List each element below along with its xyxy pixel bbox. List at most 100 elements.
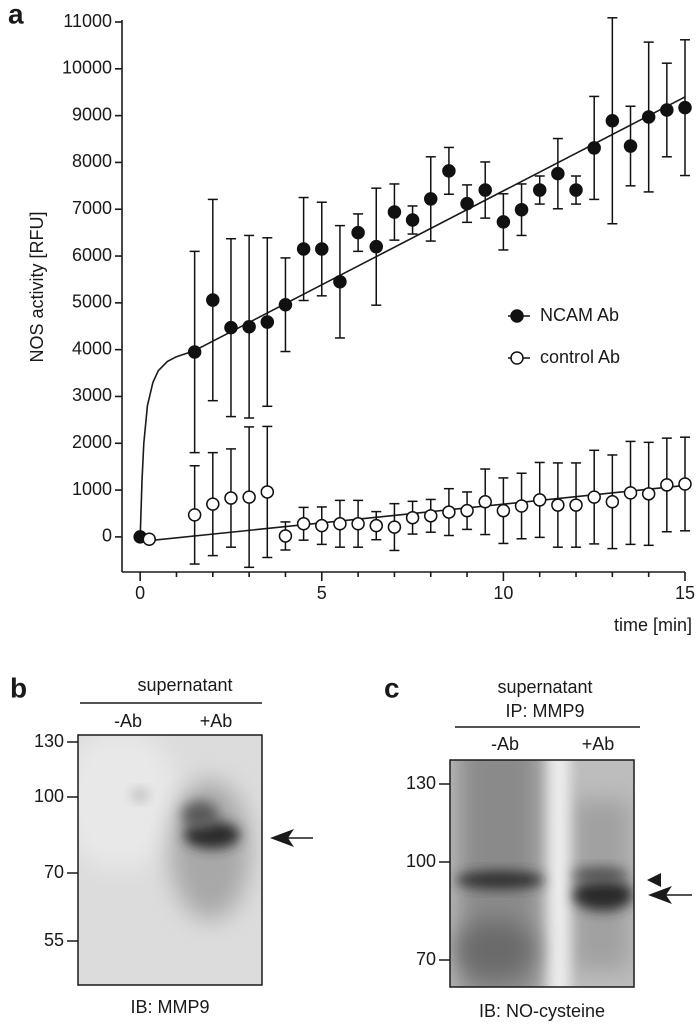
data-point [514,499,529,513]
panel-label: a [8,0,24,29]
marker-ticks [439,783,450,961]
x-tick-label: 15 [675,583,695,603]
data-point [142,532,156,546]
data-point [660,478,674,492]
data-point [206,293,220,307]
blot-frame [77,734,263,986]
data-point [296,242,311,256]
fit-line [139,96,686,537]
data-point [678,477,692,491]
y-tick-label: 5000 [72,292,112,312]
data-point [605,495,620,509]
y-tick-label: 9000 [72,104,112,124]
data-point [260,315,275,329]
data-point [242,490,256,504]
data-point [641,110,656,124]
data-point [315,242,329,256]
arrow [648,886,692,904]
arrow [270,829,313,847]
data-point [551,498,565,512]
data-point [296,517,311,531]
blot-footer: IB: NO-cysteine [479,1001,605,1021]
data-point [551,166,565,181]
mw-marker: 130 [34,731,64,751]
blot-header: supernatant [497,677,592,697]
data-point [478,495,492,509]
data-point [405,510,420,525]
data-point [423,192,438,206]
x-axis-title: time [min] [614,615,692,635]
data-point [369,239,384,254]
data-point [224,491,238,505]
blot-header: IP: MMP9 [505,701,584,721]
data-point [678,100,692,115]
mw-marker: 70 [44,862,64,882]
data-point [605,114,620,128]
y-tick-label: 7000 [72,198,112,218]
blot-panel-c: c supernatant IP: MMP9 -Ab +Ab 130 100 7… [384,672,692,1021]
data-point [460,196,474,211]
data-point [587,141,601,155]
data-point [387,520,402,534]
blot-image [78,735,262,985]
y-tick-label: 2000 [72,432,112,452]
mw-marker: 55 [44,930,64,950]
y-tick-label: 10000 [62,58,112,78]
x-tick-label: 10 [493,583,513,603]
panel-label: b [10,672,27,703]
x-tick-label: 5 [317,583,327,603]
x-tick-label: 0 [135,583,145,603]
data-point [387,205,402,219]
data-point [514,202,529,217]
data-point [351,517,365,531]
data-point [242,319,256,334]
y-tick-label: 3000 [72,385,112,405]
mw-marker: 70 [416,949,436,969]
arrowhead [647,873,661,887]
data-point [496,503,511,518]
mw-marker: 100 [406,851,436,871]
data-point [187,508,202,522]
blot-footer: IB: MMP9 [130,997,209,1017]
data-point [405,213,420,227]
lane-label: +Ab [582,734,615,754]
line-chart: 0100020003000400050006000700080009000100… [27,11,695,635]
legend-label: control Ab [540,347,620,367]
data-point [442,505,456,519]
blot-header: supernatant [137,675,232,695]
data-point [641,487,656,501]
data-point [460,503,474,518]
data-point [587,490,601,504]
data-point [660,103,674,117]
marker-ticks [67,741,78,942]
panel-label: c [384,672,400,703]
mw-marker: 100 [34,786,64,806]
data-point [496,215,511,229]
legend-marker [510,351,524,365]
data-point [333,275,347,289]
data-point [369,518,384,533]
data-point [478,183,492,197]
data-point [569,183,583,197]
y-tick-label: 4000 [72,338,112,358]
data-point [315,518,329,533]
mw-marker: 130 [406,773,436,793]
data-point [278,529,293,543]
data-point [187,345,202,359]
legend-marker [510,309,524,323]
y-tick-label: 11000 [63,11,112,31]
data-point [260,485,275,499]
data-point [623,139,638,153]
data-point [278,297,293,312]
y-tick-label: 8000 [72,151,112,171]
y-tick-label: 6000 [72,245,112,265]
data-point [423,509,438,523]
data-point [569,498,583,512]
data-point [532,493,547,507]
blot-frame [449,759,635,988]
lane-label: -Ab [491,734,519,754]
data-point [351,225,365,240]
y-axis-title: NOS activity [RFU] [27,211,47,362]
data-point [224,320,238,335]
